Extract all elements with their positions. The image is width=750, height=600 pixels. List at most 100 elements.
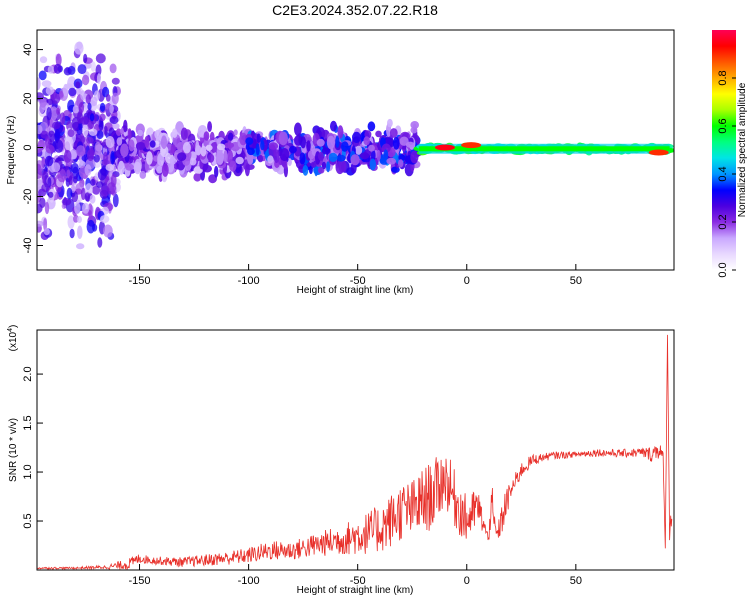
spectrogram-cell (96, 181, 104, 188)
spectrogram-cell (66, 169, 71, 179)
spectrogram-cell (92, 185, 101, 195)
spectrogram-cell (278, 131, 288, 146)
spectrogram-cell (45, 144, 55, 154)
spectrogram-cell (326, 135, 335, 150)
spectrogram-cell (273, 149, 280, 164)
spectrogram-cell (146, 151, 153, 165)
spectrogram-cell (84, 192, 91, 202)
spectrogram-cell (76, 145, 86, 157)
spectrogram-cell (100, 215, 110, 224)
spectrogram-cell (340, 141, 349, 152)
spectrogram-cell (352, 131, 361, 143)
spectrogram-cell (39, 98, 47, 108)
spectrogram-cell (72, 105, 80, 114)
spectrogram-cell (200, 146, 207, 157)
spectrogram-cell (287, 158, 292, 167)
spectrogram-cell (81, 74, 90, 86)
spectrogram-cell (317, 167, 325, 174)
spectrogram-cell (37, 124, 43, 135)
spectrogram-cell (37, 77, 41, 91)
spectrogram-cell (86, 136, 94, 144)
spectrogram-cell (100, 185, 110, 197)
spectrogram-cell (160, 145, 169, 158)
spectrogram-cell (71, 190, 79, 203)
colorbar-gradient (712, 30, 736, 270)
spectrogram-cell (245, 137, 254, 146)
spectrogram-cell (67, 129, 75, 138)
spectrogram-cell (99, 102, 106, 112)
spectrogram-cell (39, 56, 48, 64)
spectrogram-cell (67, 215, 75, 229)
colorbar-tick-label: 0.2 (717, 214, 729, 229)
spectrogram-cell (350, 154, 360, 166)
spectrogram-cell (78, 122, 83, 131)
spectrogram-cell (160, 135, 168, 149)
spectrogram-cell (338, 159, 347, 173)
snr-series-line (37, 334, 673, 570)
spectrogram-cell (391, 166, 400, 173)
spectrogram-cell (135, 142, 146, 150)
snr-marks (37, 334, 673, 570)
spectrogram-cell (69, 228, 75, 239)
colorbar-tick-label: 0.4 (717, 166, 729, 181)
spectrogram-cell (193, 172, 202, 182)
spectrogram-cell (359, 152, 370, 160)
spectrogram-y-tick-label: 40 (22, 43, 34, 55)
spectrogram-cell (257, 154, 264, 163)
spectrogram-cell (96, 73, 101, 85)
spectrogram-cell (326, 161, 331, 173)
spectrogram-cell (97, 237, 103, 248)
spectrogram-cell (195, 140, 200, 154)
spectrogram-cell (330, 120, 337, 132)
spectrogram-cell (306, 140, 311, 152)
snr-y-tick-label: 0.5 (22, 513, 34, 528)
spectrogram-cell (128, 139, 135, 152)
spectrogram-cell (37, 163, 41, 171)
spectrogram-cell (112, 193, 119, 208)
spectrogram-cell (223, 150, 228, 163)
spectrogram-cell (80, 90, 86, 101)
spectrogram-cell (72, 176, 78, 184)
spectrogram-cell (61, 197, 72, 206)
spectrogram-cell (51, 162, 61, 173)
spectrogram-cell (95, 64, 102, 77)
spectrogram-cell (71, 162, 79, 174)
spectrogram-y-tick-label: -40 (22, 238, 34, 254)
spectrogram-cell (328, 152, 338, 162)
spectrogram-cell (208, 174, 218, 184)
snr-x-tick-label: -100 (238, 575, 260, 587)
colorbar-tick-label: 0.0 (717, 262, 729, 277)
spectrogram-cell (321, 161, 327, 170)
spectrogram-cell (300, 136, 307, 149)
spectrogram-cell (177, 152, 187, 162)
spectrogram-cell (92, 223, 98, 232)
spectrogram-cell (93, 154, 100, 163)
spectrogram-cell (95, 53, 106, 64)
spectrogram-cell (207, 121, 213, 133)
spectrogram-cell (156, 165, 163, 174)
spectrogram-cell (268, 142, 279, 150)
spectrogram-cell (96, 130, 104, 140)
snr-x-tick-label: -50 (350, 575, 366, 587)
spectrogram-cell (180, 127, 188, 140)
spectrogram-cell (161, 163, 169, 177)
spectrogram-cell (202, 164, 213, 173)
spectrogram-cell (111, 92, 119, 105)
spectrogram-cell (116, 137, 123, 146)
snr-x-ticks: -150 -100 -50 0 50 (129, 564, 582, 587)
colorbar-ticks: 0.0 0.2 0.4 0.6 0.8 (717, 70, 736, 278)
spectrogram-cell (239, 132, 248, 146)
spectrogram-cell (66, 120, 73, 131)
snr-x-tick-label: 0 (464, 575, 470, 587)
spectrogram-cell (149, 140, 156, 148)
spectrogram-cell (368, 144, 375, 152)
spectrogram-cell (80, 116, 89, 125)
spectrogram-cell (63, 67, 72, 76)
spectrogram-cell (37, 169, 43, 179)
spectrogram-cell (53, 63, 62, 74)
spectrogram-cell (410, 121, 420, 129)
spectrogram-cell (355, 145, 363, 155)
spectrogram-cell (58, 90, 64, 98)
spectrogram-y-ticks: -40 -20 0 20 40 (22, 43, 43, 253)
